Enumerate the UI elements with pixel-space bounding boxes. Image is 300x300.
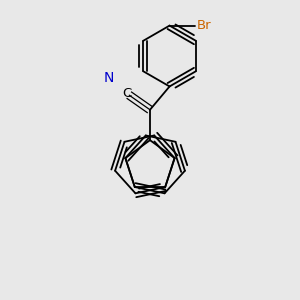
Text: C: C — [123, 87, 132, 100]
Text: N: N — [104, 71, 114, 85]
Text: Br: Br — [197, 19, 212, 32]
